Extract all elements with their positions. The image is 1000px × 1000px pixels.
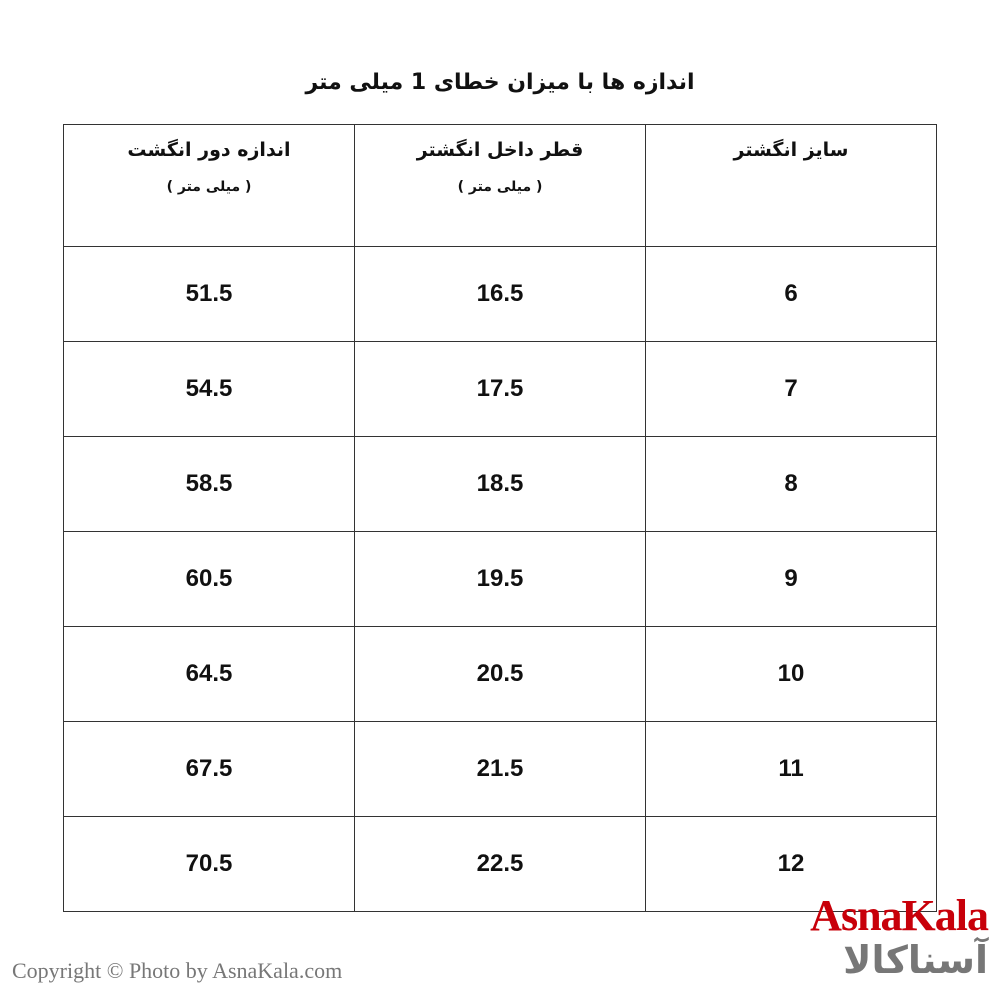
cell-inner-diameter: 20.5 <box>354 626 646 722</box>
logo-asnakala: AsnaKala <box>810 891 989 940</box>
header-ring-size: سایز انگشتر <box>645 124 937 247</box>
table-row: 7 17.5 54.5 <box>63 341 937 437</box>
cell-ring-size: 6 <box>645 246 937 342</box>
cell-circumference: 67.5 <box>63 721 355 817</box>
cell-ring-size: 12 <box>645 816 937 912</box>
table-row: 8 18.5 58.5 <box>63 436 937 532</box>
cell-inner-diameter: 22.5 <box>354 816 646 912</box>
cell-ring-size: 10 <box>645 626 937 722</box>
logo-asnakala-persian: آسناکالا <box>843 938 988 982</box>
table-row: 10 20.5 64.5 <box>63 626 937 722</box>
cell-circumference: 51.5 <box>63 246 355 342</box>
table-row: 12 22.5 70.5 <box>63 816 937 912</box>
table-header-row: سایز انگشتر قطر داخل انگشتر( میلی متر ) … <box>63 124 937 247</box>
cell-ring-size: 9 <box>645 531 937 627</box>
cell-ring-size: 11 <box>645 721 937 817</box>
cell-inner-diameter: 21.5 <box>354 721 646 817</box>
cell-circumference: 64.5 <box>63 626 355 722</box>
table-row: 9 19.5 60.5 <box>63 531 937 627</box>
page-title: اندازه ها با میزان خطای 1 میلی متر <box>305 70 695 95</box>
header-circumference: اندازه دور انگشت( میلی متر ) <box>63 124 355 247</box>
cell-inner-diameter: 17.5 <box>354 341 646 437</box>
cell-circumference: 60.5 <box>63 531 355 627</box>
table-row: 6 16.5 51.5 <box>63 246 937 342</box>
ring-size-table: سایز انگشتر قطر داخل انگشتر( میلی متر ) … <box>63 124 937 912</box>
cell-ring-size: 7 <box>645 341 937 437</box>
cell-circumference: 54.5 <box>63 341 355 437</box>
cell-inner-diameter: 16.5 <box>354 246 646 342</box>
table-row: 11 21.5 67.5 <box>63 721 937 817</box>
cell-inner-diameter: 18.5 <box>354 436 646 532</box>
copyright-text: Copyright © Photo by AsnaKala.com <box>12 958 343 983</box>
cell-circumference: 58.5 <box>63 436 355 532</box>
cell-inner-diameter: 19.5 <box>354 531 646 627</box>
cell-ring-size: 8 <box>645 436 937 532</box>
cell-circumference: 70.5 <box>63 816 355 912</box>
header-inner-diameter: قطر داخل انگشتر( میلی متر ) <box>354 124 646 247</box>
